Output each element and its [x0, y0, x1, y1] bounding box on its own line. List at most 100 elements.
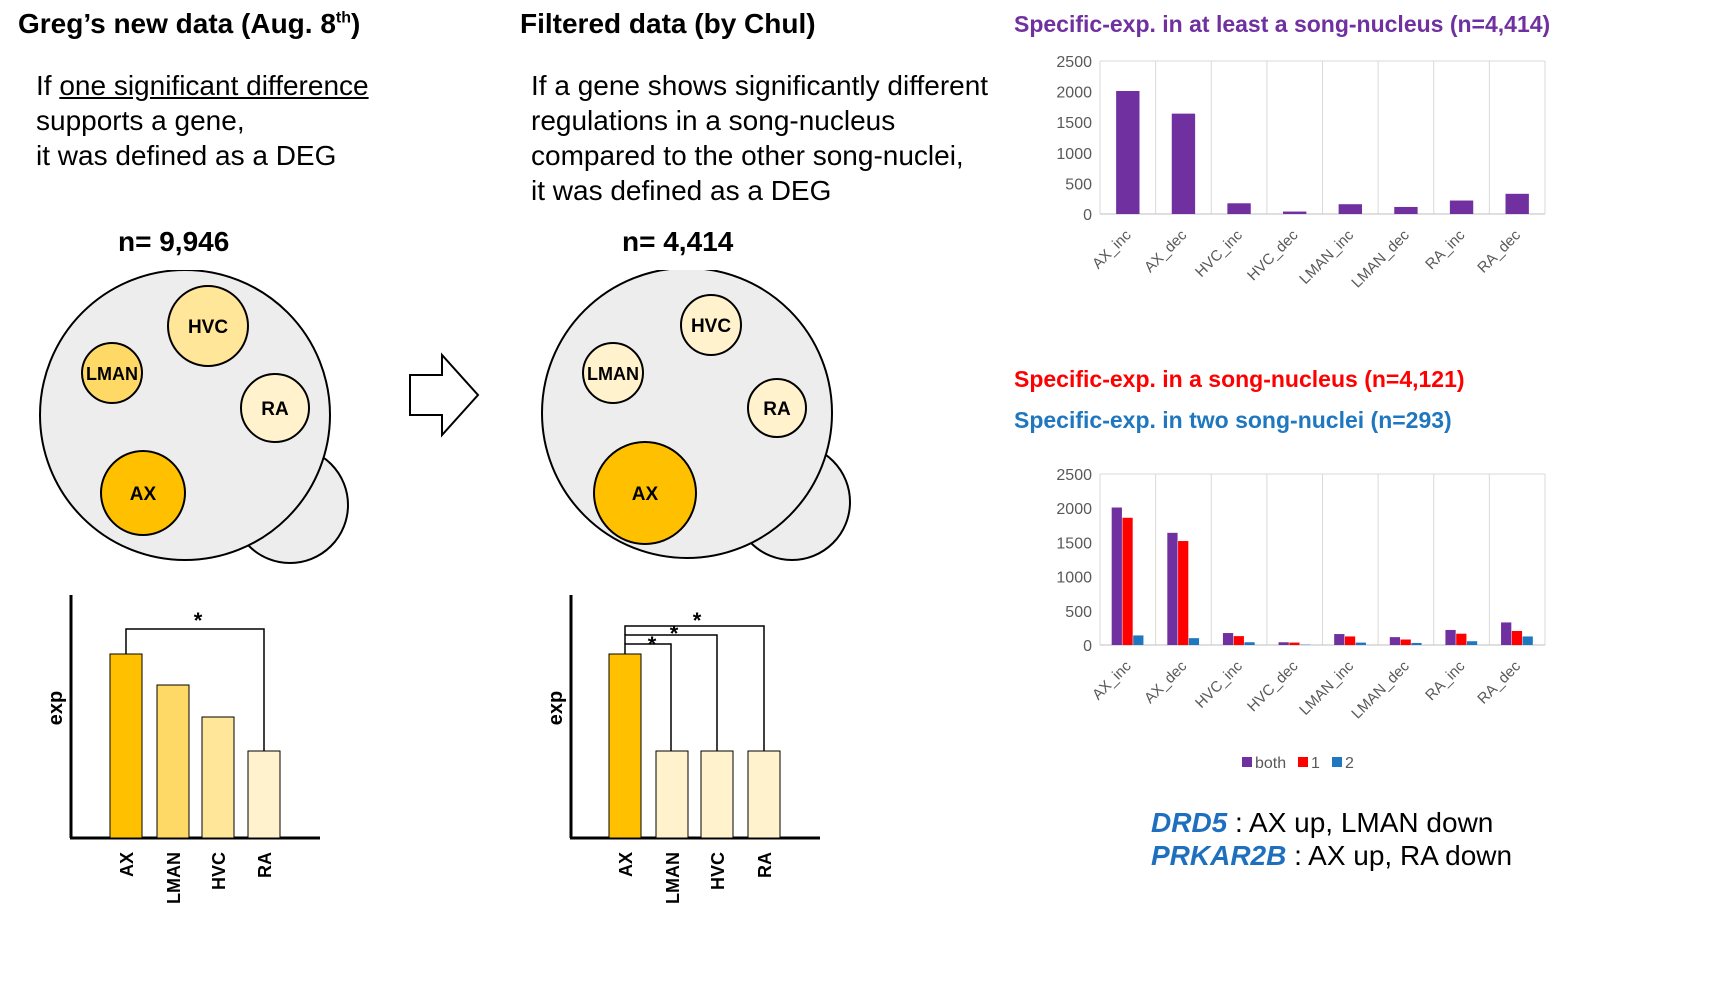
chart2-title-red: Specific-exp. in a song-nucleus (n=4,121…: [1014, 366, 1465, 392]
lman-label: LMAN: [587, 364, 639, 384]
y-tick-label: 2500: [1056, 54, 1092, 71]
gene-name: DRD5: [1151, 807, 1228, 838]
lman-nucleus: [81, 342, 143, 404]
ax-nucleus: [100, 450, 186, 536]
y-tick-label: 2000: [1056, 85, 1092, 102]
chart1-bar-chart: 2500 2000 1500 1000 500 0 AX_inc AX_dec HVC_incH…: [1056, 54, 1546, 291]
middle-n-label: n= 4,414: [622, 226, 734, 257]
left-description: If one significant difference supports a…: [36, 70, 369, 171]
bar-1: [1289, 642, 1300, 645]
left-brain-diagram: HVC LMAN RA AX: [39, 270, 349, 564]
y-tick-label: 0: [1083, 207, 1092, 224]
x-tick-label: AX_dec: [1141, 657, 1191, 707]
significance-star: *: [693, 608, 702, 633]
bar-value: [1505, 193, 1529, 214]
y-tick-label: 2500: [1056, 467, 1092, 484]
bar-both: [1334, 634, 1345, 645]
middle-bar-ra: [747, 750, 781, 839]
significance-star: *: [194, 608, 203, 633]
left-y-axis-label: exp: [45, 691, 67, 725]
left-bar-ax: [109, 653, 143, 839]
ra-nucleus: [240, 373, 310, 443]
ax-label: AX: [632, 484, 659, 505]
x-tick-label: HVC_dec: [1244, 226, 1302, 284]
significance-bracket-hvc: [624, 634, 718, 751]
x-tick-label: RA_inc: [1422, 226, 1469, 273]
bar-value: [1394, 206, 1418, 214]
ra-label: RA: [261, 399, 289, 420]
x-tick-label: AX_inc: [1089, 226, 1135, 272]
legend-swatch: [1298, 757, 1308, 767]
bar-2: [1355, 642, 1366, 645]
ra-nucleus: [747, 378, 807, 438]
bar-both: [1222, 633, 1234, 645]
bar-1: [1178, 541, 1189, 645]
bar-both: [1445, 629, 1456, 645]
bar-1: [1122, 517, 1133, 645]
hvc-nucleus: [680, 294, 742, 356]
x-tick-label: HVC_dec: [1244, 657, 1302, 715]
x-tick-label: HVC_inc: [1192, 657, 1246, 711]
bar-1: [1456, 633, 1467, 645]
y-tick-label: 500: [1065, 176, 1092, 193]
bar-both: [1111, 507, 1122, 645]
middle-panel-title: Filtered data (by Chul): [520, 8, 816, 39]
legend-label: 1: [1311, 755, 1320, 772]
bar-value: [1227, 203, 1251, 214]
left-n-label: n= 9,946: [118, 226, 230, 257]
ax-nucleus: [593, 441, 697, 545]
left-tick-ra: RA: [255, 852, 275, 878]
bar-1: [1400, 639, 1411, 645]
bar-both: [1167, 532, 1178, 645]
y-tick-label: 0: [1083, 638, 1092, 655]
lman-label: LMAN: [86, 364, 138, 384]
bar-2: [1244, 642, 1255, 645]
bar-value: [1449, 200, 1474, 214]
middle-description: If a gene shows significantly different …: [531, 70, 989, 206]
hvc-label: HVC: [188, 317, 228, 338]
left-tick-ax: AX: [117, 852, 137, 877]
y-tick-label: 1500: [1056, 535, 1092, 552]
middle-brain-diagram: HVC LMAN RA AX: [541, 270, 851, 561]
bar-both: [1278, 642, 1289, 645]
middle-y-axis-label: exp: [545, 691, 567, 725]
gene-note-prkar2b: PRKAR2B : AX up, RA down: [1151, 840, 1513, 871]
left-panel-title: Greg’s new data (Aug. 8th): [18, 8, 361, 39]
legend-label: both: [1255, 755, 1286, 772]
ra-label: RA: [763, 399, 791, 420]
bar-2: [1411, 642, 1422, 645]
middle-tick-hvc: HVC: [708, 852, 728, 890]
arrow-right-icon: [409, 352, 480, 438]
lman-nucleus: [582, 342, 644, 404]
significance-star: *: [648, 632, 657, 657]
y-tick-label: 1000: [1056, 570, 1092, 587]
x-tick-label: RA_inc: [1422, 657, 1469, 704]
left-tick-hvc: HVC: [209, 852, 229, 890]
left-bar-diagram: exp * AX LMAN HVC RA: [45, 595, 320, 904]
bar-1: [1511, 630, 1523, 645]
middle-tick-ax: AX: [616, 852, 636, 877]
bar-value: [1283, 211, 1307, 214]
significance-bracket-ra: [624, 625, 765, 751]
gene-note-drd5: DRD5 : AX up, LMAN down: [1151, 807, 1494, 838]
bar-2: [1522, 636, 1533, 645]
legend-swatch: [1242, 757, 1252, 767]
bar-2: [1133, 635, 1144, 645]
bar-value: [1116, 90, 1140, 214]
legend-swatch: [1332, 757, 1342, 767]
chart2-title-blue: Specific-exp. in two song-nuclei (n=293): [1014, 407, 1452, 433]
hvc-nucleus: [167, 285, 249, 367]
bar-2: [1466, 641, 1478, 645]
ax-label: AX: [130, 484, 157, 505]
x-tick-label: AX_dec: [1141, 226, 1191, 276]
middle-bar-ax: [608, 653, 642, 839]
middle-bar-diagram: exp * * * AX LMAN HVC RA: [545, 595, 820, 904]
left-bar-hvc: [201, 716, 235, 839]
middle-tick-ra: RA: [755, 852, 775, 878]
bar-both: [1389, 637, 1401, 645]
significance-bracket-lman: [624, 643, 672, 751]
chart2-bar-chart: 2500 2000 1500 1000 500 0 AX_inc AX_dec HVC_incH…: [1056, 467, 1546, 772]
gene-name: PRKAR2B: [1151, 840, 1287, 871]
x-tick-label: AX_inc: [1089, 657, 1135, 703]
legend-label: 2: [1345, 755, 1354, 772]
